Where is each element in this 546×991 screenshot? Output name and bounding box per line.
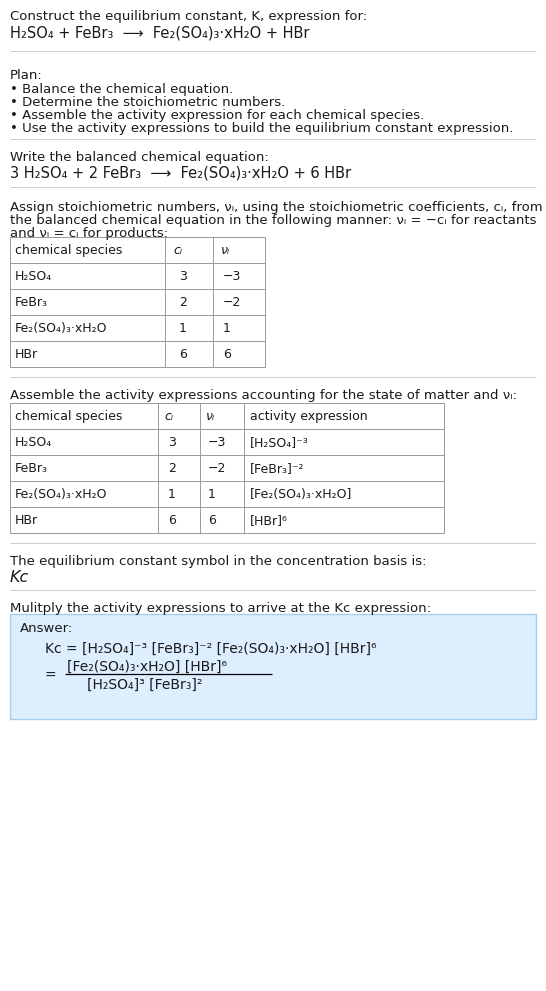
Text: Fe₂(SO₄)₃·xH₂O: Fe₂(SO₄)₃·xH₂O (15, 322, 108, 335)
Text: Kᴄ = [H₂SO₄]⁻³ [FeBr₃]⁻² [Fe₂(SO₄)₃·xH₂O] [HBr]⁶: Kᴄ = [H₂SO₄]⁻³ [FeBr₃]⁻² [Fe₂(SO₄)₃·xH₂O… (45, 642, 377, 656)
Text: H₂SO₄: H₂SO₄ (15, 270, 52, 283)
Text: Write the balanced chemical equation:: Write the balanced chemical equation: (10, 151, 269, 164)
Text: Kᴄ: Kᴄ (10, 570, 29, 585)
Text: 6: 6 (168, 514, 176, 527)
Text: 3 H₂SO₄ + 2 FeBr₃  ⟶  Fe₂(SO₄)₃·xH₂O + 6 HBr: 3 H₂SO₄ + 2 FeBr₃ ⟶ Fe₂(SO₄)₃·xH₂O + 6 H… (10, 165, 351, 180)
Text: 6: 6 (223, 348, 231, 361)
Text: • Balance the chemical equation.: • Balance the chemical equation. (10, 83, 233, 96)
Bar (10, 237, 265, 367)
Text: HBr: HBr (15, 348, 38, 361)
Text: Mulitply the activity expressions to arrive at the Kᴄ expression:: Mulitply the activity expressions to arr… (10, 602, 431, 615)
Text: The equilibrium constant symbol in the concentration basis is:: The equilibrium constant symbol in the c… (10, 555, 426, 568)
Text: and νᵢ = cᵢ for products:: and νᵢ = cᵢ for products: (10, 227, 168, 240)
Text: −2: −2 (223, 296, 241, 309)
Text: the balanced chemical equation in the following manner: νᵢ = −cᵢ for reactants: the balanced chemical equation in the fo… (10, 214, 537, 227)
Text: activity expression: activity expression (250, 410, 367, 423)
Text: 1: 1 (179, 322, 187, 335)
Text: H₂SO₄ + FeBr₃  ⟶  Fe₂(SO₄)₃·xH₂O + HBr: H₂SO₄ + FeBr₃ ⟶ Fe₂(SO₄)₃·xH₂O + HBr (10, 25, 310, 40)
Text: 2: 2 (168, 462, 176, 475)
Text: νᵢ: νᵢ (206, 410, 215, 423)
Text: νᵢ: νᵢ (221, 244, 230, 257)
Text: [H₂SO₄]⁻³: [H₂SO₄]⁻³ (250, 436, 308, 449)
Text: HBr: HBr (15, 514, 38, 527)
Text: chemical species: chemical species (15, 244, 122, 257)
Text: =: = (45, 669, 57, 683)
Text: 6: 6 (179, 348, 187, 361)
Text: Fe₂(SO₄)₃·xH₂O: Fe₂(SO₄)₃·xH₂O (15, 488, 108, 501)
Text: • Assemble the activity expression for each chemical species.: • Assemble the activity expression for e… (10, 109, 424, 122)
Text: Plan:: Plan: (10, 69, 43, 82)
Text: [HBr]⁶: [HBr]⁶ (250, 514, 288, 527)
Text: H₂SO₄: H₂SO₄ (15, 436, 52, 449)
Text: 6: 6 (208, 514, 216, 527)
Bar (10, 403, 444, 533)
Text: 1: 1 (168, 488, 176, 501)
Text: FeBr₃: FeBr₃ (15, 462, 48, 475)
Text: Construct the equilibrium constant, ⁣⁣⁣K⁣, expression for:: Construct the equilibrium constant, ⁣⁣⁣K… (10, 10, 367, 23)
Text: [Fe₂(SO₄)₃·xH₂O]: [Fe₂(SO₄)₃·xH₂O] (250, 488, 352, 501)
Text: • Use the activity expressions to build the equilibrium constant expression.: • Use the activity expressions to build … (10, 122, 513, 135)
Text: −2: −2 (208, 462, 227, 475)
Text: Assemble the activity expressions accounting for the state of matter and νᵢ:: Assemble the activity expressions accoun… (10, 389, 517, 402)
Text: −3: −3 (208, 436, 227, 449)
FancyBboxPatch shape (10, 614, 536, 719)
Text: • Determine the stoichiometric numbers.: • Determine the stoichiometric numbers. (10, 96, 285, 109)
Text: cᵢ: cᵢ (173, 244, 182, 257)
Text: FeBr₃: FeBr₃ (15, 296, 48, 309)
Text: Assign stoichiometric numbers, νᵢ, using the stoichiometric coefficients, cᵢ, fr: Assign stoichiometric numbers, νᵢ, using… (10, 201, 543, 214)
Text: 3: 3 (179, 270, 187, 283)
Text: [Fe₂(SO₄)₃·xH₂O] [HBr]⁶: [Fe₂(SO₄)₃·xH₂O] [HBr]⁶ (67, 660, 227, 674)
Text: 1: 1 (208, 488, 216, 501)
Text: [H₂SO₄]³ [FeBr₃]²: [H₂SO₄]³ [FeBr₃]² (87, 678, 203, 692)
Text: Answer:: Answer: (20, 622, 73, 635)
Text: cᵢ: cᵢ (164, 410, 173, 423)
Text: −3: −3 (223, 270, 241, 283)
Text: 2: 2 (179, 296, 187, 309)
Text: chemical species: chemical species (15, 410, 122, 423)
Text: 3: 3 (168, 436, 176, 449)
Text: 1: 1 (223, 322, 231, 335)
Text: [FeBr₃]⁻²: [FeBr₃]⁻² (250, 462, 305, 475)
